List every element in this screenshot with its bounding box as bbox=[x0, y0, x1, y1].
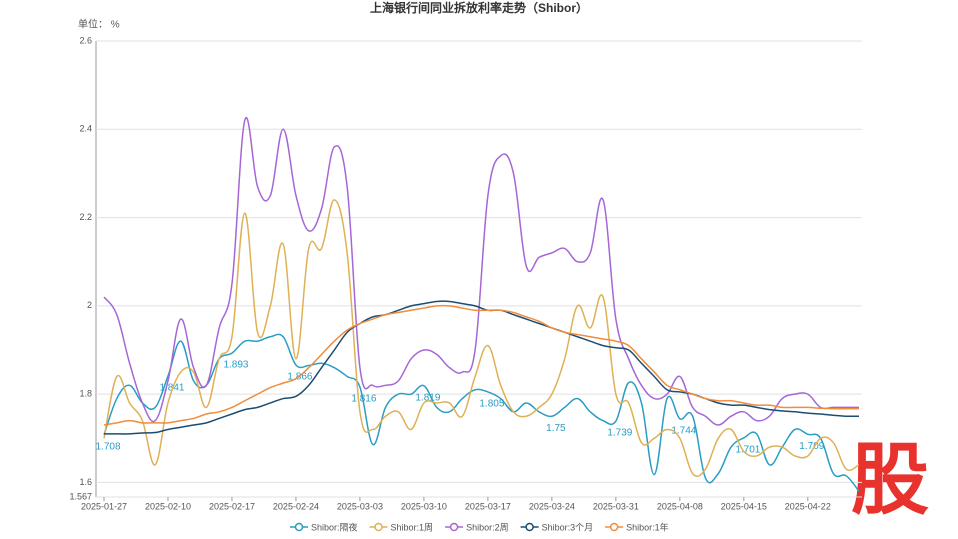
y-tick-label: 1.8 bbox=[79, 389, 92, 399]
watermark-bg bbox=[843, 447, 937, 521]
x-tick-label: 2025-03-03 bbox=[337, 501, 383, 511]
series-line bbox=[103, 304, 859, 426]
data-label: 1.893 bbox=[223, 360, 248, 371]
y-tick-label: 1.6 bbox=[79, 477, 92, 487]
legend-item: Shibor:1周 bbox=[369, 522, 434, 532]
legend-item: Shibor:3个月 bbox=[520, 522, 594, 532]
x-tick-label: 2025-04-15 bbox=[721, 501, 767, 511]
x-tick-label: 2025-01-27 bbox=[81, 501, 127, 511]
legend-label: Shibor:隔夜 bbox=[311, 521, 358, 532]
legend-marker bbox=[294, 522, 304, 532]
data-label: 1.866 bbox=[287, 372, 312, 383]
legend-marker bbox=[609, 522, 619, 532]
legend-label: Shibor:2周 bbox=[466, 522, 509, 532]
x-tick-label: 2025-04-22 bbox=[785, 501, 831, 511]
data-label: 1.744 bbox=[671, 426, 696, 437]
legend-item: Shibor:隔夜 bbox=[290, 521, 358, 532]
legend-marker bbox=[374, 522, 383, 532]
legend-marker bbox=[525, 522, 534, 532]
data-label: 1.75 bbox=[546, 423, 566, 434]
data-label: 1.819 bbox=[415, 392, 440, 403]
y-unit: 单位： % bbox=[78, 18, 120, 31]
legend-label: Shibor:1周 bbox=[391, 522, 434, 532]
legend-item: Shibor:1年 bbox=[605, 521, 669, 532]
x-tick-label: 2025-03-31 bbox=[593, 501, 639, 511]
x-tick-label: 2025-03-10 bbox=[401, 501, 447, 511]
series-line bbox=[104, 300, 860, 435]
x-tick-label: 2025-04-08 bbox=[657, 501, 703, 511]
data-label: 1.805 bbox=[479, 399, 504, 410]
x-tick-label: 2025-02-10 bbox=[145, 501, 191, 511]
y-tick-label: 2.4 bbox=[79, 124, 92, 134]
x-tick-label: 2025-02-17 bbox=[209, 501, 255, 511]
x-tick-label: 2025-03-24 bbox=[529, 501, 575, 511]
y-tick-label: 1.567 bbox=[69, 491, 92, 501]
x-tick-label: 2025-03-17 bbox=[465, 501, 511, 511]
y-tick-label: 2.6 bbox=[79, 35, 92, 45]
x-tick-label: 2025-02-24 bbox=[273, 501, 319, 511]
data-label: 1.816 bbox=[351, 394, 376, 405]
legend-label: Shibor:3个月 bbox=[542, 522, 594, 532]
data-label: 1.708 bbox=[95, 441, 120, 452]
series-line bbox=[103, 199, 860, 478]
chart-title: 上海银行间同业拆放利率走势（Shibor） bbox=[370, 0, 588, 15]
legend-marker bbox=[449, 522, 459, 532]
data-label: 1.701 bbox=[735, 444, 760, 455]
y-tick-label: 2.2 bbox=[79, 212, 92, 222]
watermark: 股 bbox=[851, 436, 929, 524]
legend-item: Shibor:2周 bbox=[445, 522, 509, 532]
y-tick-label: 2 bbox=[87, 300, 92, 310]
data-label: 1.709 bbox=[799, 441, 824, 452]
legend-label: Shibor:1年 bbox=[626, 521, 669, 532]
series-line bbox=[103, 333, 860, 492]
series-line bbox=[103, 117, 860, 426]
data-label: 1.739 bbox=[607, 428, 632, 439]
